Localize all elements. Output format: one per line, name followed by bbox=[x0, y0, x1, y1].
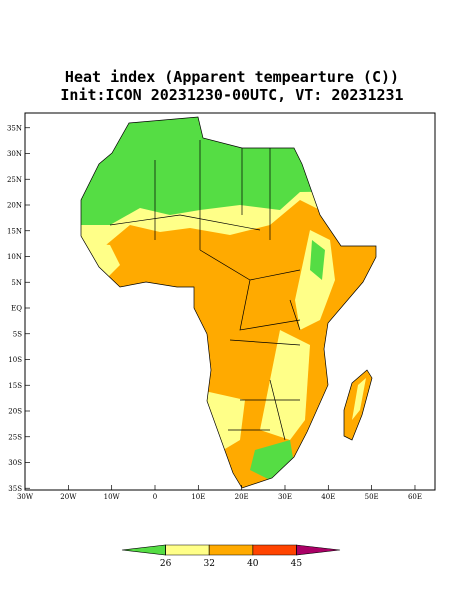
colorbar-segment bbox=[165, 544, 210, 556]
lat-tick-label: 20N bbox=[7, 202, 22, 210]
lon-tick-label: 30E bbox=[278, 493, 292, 501]
lat-tick-label: 30N bbox=[7, 150, 22, 158]
colorbar-segment bbox=[296, 544, 341, 556]
lat-tick-label: 25N bbox=[7, 176, 22, 184]
colorbar-label: 45 bbox=[291, 559, 303, 569]
colorbar-segment bbox=[208, 544, 254, 556]
madagascar-yellow bbox=[352, 378, 366, 420]
lat-tick-label: 35N bbox=[7, 124, 22, 132]
lon-tick-label: 60E bbox=[408, 493, 422, 501]
field-yellow-east bbox=[295, 230, 335, 330]
lat-tick-label: 15S bbox=[8, 382, 22, 390]
lat-tick-label: 10S bbox=[8, 356, 22, 364]
lat-tick-label: 5N bbox=[11, 279, 22, 287]
field-yellow-south-east bbox=[260, 330, 310, 440]
colorbar-label: 26 bbox=[160, 559, 172, 569]
lon-tick-label: 20W bbox=[60, 493, 77, 501]
field-green-east bbox=[310, 240, 325, 280]
colorbar-label: 40 bbox=[247, 559, 259, 569]
subtitle: Init:ICON 20231230-00UTC, VT: 20231231 bbox=[60, 86, 403, 104]
lon-tick-label: 0 bbox=[153, 493, 157, 501]
colorbar-segment bbox=[252, 544, 297, 556]
colorbar-segment bbox=[121, 544, 166, 556]
lat-tick-label: 20S bbox=[8, 408, 22, 416]
coastline bbox=[80, 116, 377, 489]
lon-tick-label: 50E bbox=[365, 493, 379, 501]
lon-tick-label: 30W bbox=[17, 493, 34, 501]
borders bbox=[109, 140, 301, 441]
lat-tick-label: 15N bbox=[7, 227, 22, 235]
colorbar-label: 32 bbox=[203, 559, 214, 569]
lon-tick-label: 20E bbox=[235, 493, 249, 501]
lon-tick-label: 10W bbox=[104, 493, 121, 501]
lon-tick-label: 10E bbox=[191, 493, 205, 501]
lon-tick-label: 40E bbox=[321, 493, 335, 501]
title: Heat index (Apparent tempearture (C)) bbox=[65, 68, 399, 86]
lat-tick-label: 10N bbox=[7, 253, 22, 261]
lat-tick-label: 25S bbox=[8, 433, 22, 441]
lat-tick-label: 5S bbox=[13, 330, 22, 338]
lat-tick-label: 30S bbox=[8, 459, 22, 467]
lat-tick-label: 35S bbox=[8, 485, 22, 493]
lat-tick-label: EQ bbox=[11, 305, 22, 313]
